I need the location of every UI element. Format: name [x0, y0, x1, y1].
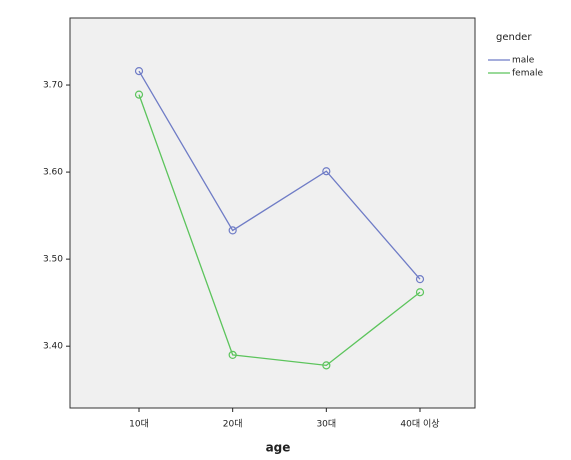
marker	[415, 275, 425, 284]
legend-label: male	[512, 56, 535, 66]
x-tick-label: 40대 이상	[400, 419, 439, 430]
legend-label: female	[512, 69, 543, 79]
plot-area	[69, 17, 476, 409]
marker	[228, 350, 237, 359]
marker	[228, 226, 237, 235]
y-tick-label: 3.50	[43, 255, 63, 265]
y-tick-label: 3.60	[43, 168, 63, 178]
marker	[134, 67, 144, 76]
series-line	[138, 70, 421, 280]
series-line	[138, 94, 421, 367]
x-tick-label: 20대	[223, 419, 243, 430]
marker	[322, 167, 331, 176]
y-tick-label: 3.40	[43, 342, 63, 352]
marker	[415, 288, 425, 297]
marker	[134, 90, 144, 99]
y-tick-label: 3.70	[43, 81, 63, 91]
x-axis-label: age	[266, 441, 291, 455]
marker	[322, 361, 331, 370]
legend-title: gender	[496, 32, 532, 43]
x-tick-label: 30대	[316, 419, 336, 430]
x-tick-label: 10대	[129, 419, 149, 430]
